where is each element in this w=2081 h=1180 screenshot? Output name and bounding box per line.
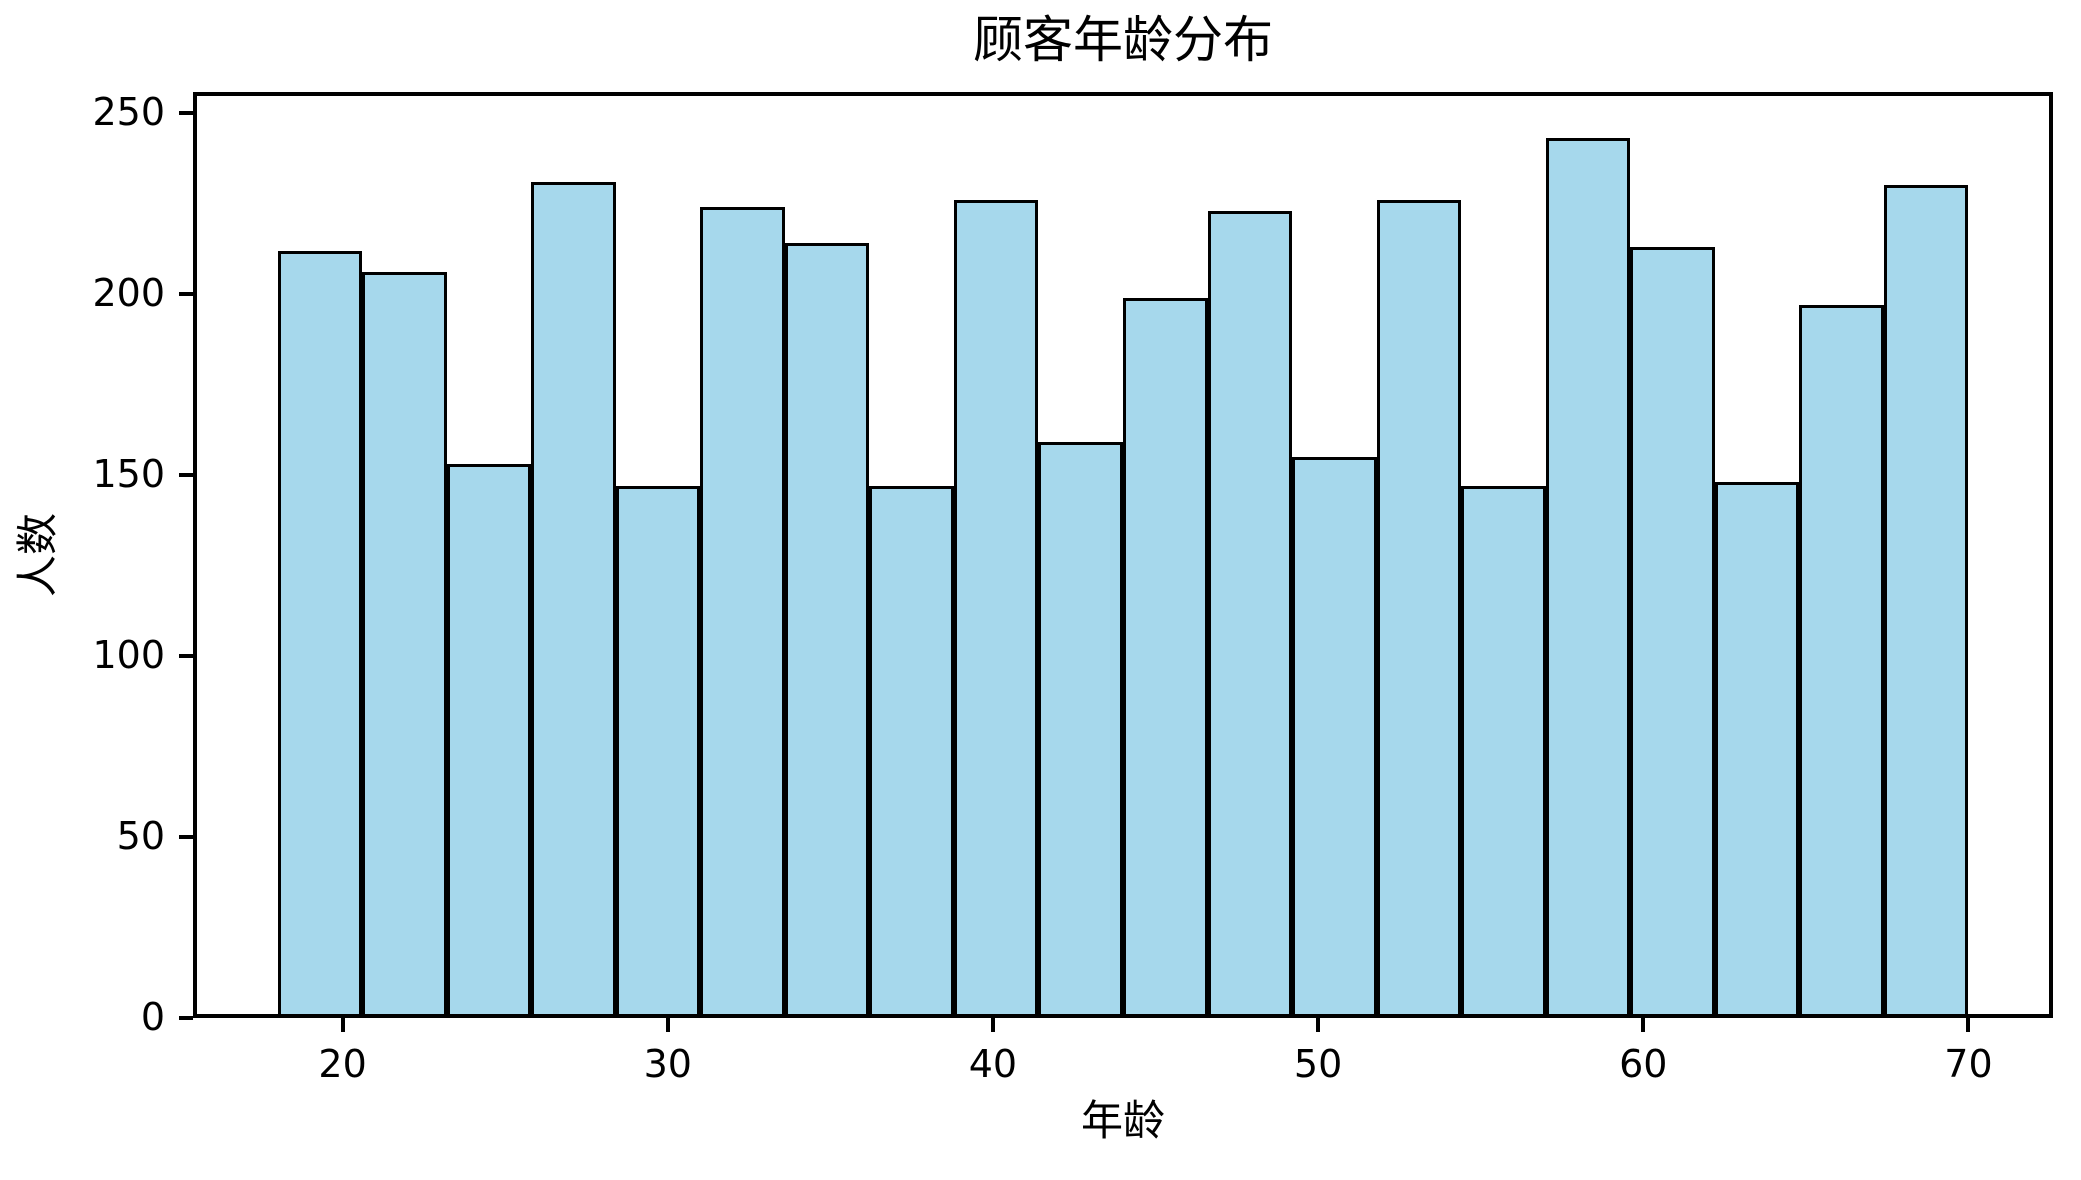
- x-axis-tick: [1966, 1018, 1971, 1032]
- histogram-bar-11: [1123, 297, 1208, 1018]
- x-axis-title: 年龄: [1080, 1096, 1165, 1145]
- x-axis-tick-label: 40: [968, 1042, 1018, 1086]
- y-axis-tick: [179, 110, 193, 115]
- histogram-bar-12: [1207, 210, 1293, 1018]
- x-axis-tick: [665, 1018, 670, 1032]
- y-axis-tick: [179, 1016, 193, 1020]
- y-axis-tick-label: 150: [92, 452, 165, 497]
- histogram-bar-10: [1038, 442, 1123, 1018]
- y-axis-tick-label: 50: [116, 814, 165, 859]
- histogram-bar-16: [1545, 138, 1631, 1018]
- x-axis-tick-label: 20: [318, 1042, 367, 1086]
- histogram-bar-19: [1799, 304, 1884, 1018]
- histogram-bar-20: [1883, 185, 1969, 1018]
- histogram-bar-8: [869, 485, 954, 1018]
- histogram-bar-13: [1292, 456, 1377, 1018]
- y-axis-tick-label: 200: [92, 271, 165, 316]
- y-axis-tick-label: 0: [140, 995, 165, 1040]
- x-axis-tick: [990, 1018, 995, 1032]
- y-axis-tick: [179, 653, 193, 658]
- x-axis-tick-label: 50: [1293, 1042, 1343, 1086]
- histogram-bar-4: [531, 181, 616, 1018]
- histogram-bar-14: [1376, 199, 1462, 1018]
- histogram-bar-6: [700, 207, 785, 1018]
- y-axis-tick-label: 250: [92, 90, 165, 135]
- x-axis-tick: [1641, 1018, 1646, 1032]
- histogram-bar-17: [1630, 246, 1715, 1018]
- histogram-bar-15: [1461, 485, 1546, 1018]
- plot-area: 20 30 40 50 60 70 0 50 100 150 200 250: [92, 90, 2053, 1086]
- x-axis-tick-label: 70: [1944, 1042, 1993, 1086]
- y-axis-tick: [179, 291, 193, 296]
- x-axis-tick-label: 30: [643, 1042, 692, 1086]
- x-axis-tick: [340, 1018, 345, 1032]
- y-axis-tick-label: 100: [92, 633, 165, 678]
- histogram-bar-9: [953, 199, 1039, 1018]
- histogram-bar-1: [277, 250, 363, 1018]
- histogram-bar-2: [362, 272, 447, 1018]
- histogram-bar-18: [1714, 482, 1800, 1018]
- y-axis-tick: [179, 472, 193, 477]
- histogram-bar-5: [615, 485, 701, 1018]
- y-axis-tick: [179, 834, 193, 839]
- x-axis-tick-label: 60: [1619, 1042, 1668, 1086]
- chart-title: 顾客年龄分布: [973, 11, 1273, 69]
- x-axis-tick: [1316, 1018, 1321, 1032]
- y-axis-title: 人数: [12, 512, 62, 598]
- histogram-bar-7: [784, 243, 870, 1018]
- histogram-bar-3: [446, 464, 532, 1018]
